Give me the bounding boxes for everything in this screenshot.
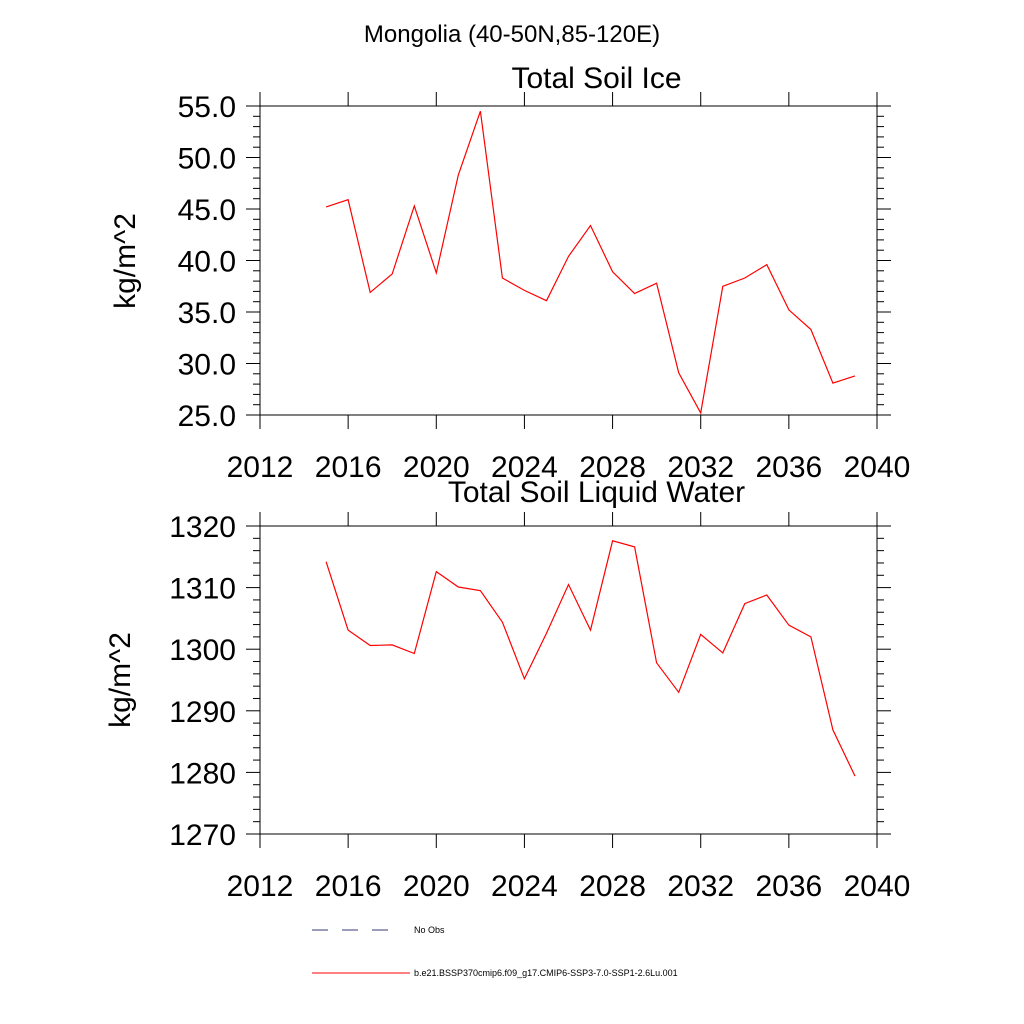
y-tick-label: 35.0 — [178, 297, 236, 330]
x-tick-label: 2020 — [403, 870, 470, 903]
y-tick-label: 1290 — [169, 696, 236, 729]
y-axis-label: kg/m^2 — [109, 213, 142, 309]
x-tick-label: 2020 — [403, 451, 470, 484]
y-tick-label: 40.0 — [178, 246, 236, 279]
x-tick-label: 2016 — [315, 451, 382, 484]
y-tick-label: 1270 — [169, 819, 236, 852]
x-tick-label: 2040 — [844, 451, 911, 484]
y-tick-label: 1310 — [169, 573, 236, 606]
y-tick-label: 25.0 — [178, 400, 236, 433]
y-tick-label: 45.0 — [178, 194, 236, 227]
x-tick-label: 2012 — [227, 870, 294, 903]
x-tick-label: 2036 — [755, 870, 822, 903]
x-tick-label: 2024 — [491, 870, 558, 903]
panel-total-soil-liquid-water: Total Soil Liquid Water kg/m^2 2012 2016 202… — [104, 476, 910, 903]
y-tick-label: 50.0 — [178, 143, 236, 176]
x-tick-label: 2032 — [667, 451, 734, 484]
legend-label-series: b.e21.BSSP370cmip6.f09_g17.CMIP6-SSP3-7.… — [414, 968, 678, 978]
x-tick-label: 2016 — [315, 870, 382, 903]
series-line — [325, 540, 856, 777]
x-tick-label: 2028 — [579, 870, 646, 903]
plot-frame — [259, 525, 878, 835]
panel-title: Total Soil Ice — [511, 62, 681, 95]
y-tick-label: 1300 — [169, 634, 236, 667]
x-tick-label: 2040 — [844, 870, 911, 903]
y-tick-label: 55.0 — [178, 91, 236, 124]
panel-total-soil-ice: Total Soil Ice kg/m^2 2012 2016 2020 2024 2028… — [109, 62, 910, 484]
panel-title: Total Soil Liquid Water — [448, 476, 745, 509]
figure-suptitle: Mongolia (40-50N,85-120E) — [364, 21, 660, 48]
y-tick-label: 30.0 — [178, 349, 236, 382]
legend: No Obs b.e21.BSSP370cmip6.f09_g17.CMIP6-… — [312, 925, 678, 978]
y-tick-label: 1280 — [169, 757, 236, 790]
x-tick-label: 2036 — [755, 451, 822, 484]
plot-frame — [259, 105, 878, 416]
x-tick-label: 2024 — [491, 451, 558, 484]
y-tick-label: 1320 — [169, 511, 236, 544]
x-tick-label: 2012 — [227, 451, 294, 484]
legend-label-no-obs: No Obs — [414, 925, 445, 935]
x-tick-label: 2028 — [579, 451, 646, 484]
series-line — [325, 111, 856, 415]
x-tick-label: 2032 — [667, 870, 734, 903]
y-axis-label: kg/m^2 — [104, 632, 137, 728]
